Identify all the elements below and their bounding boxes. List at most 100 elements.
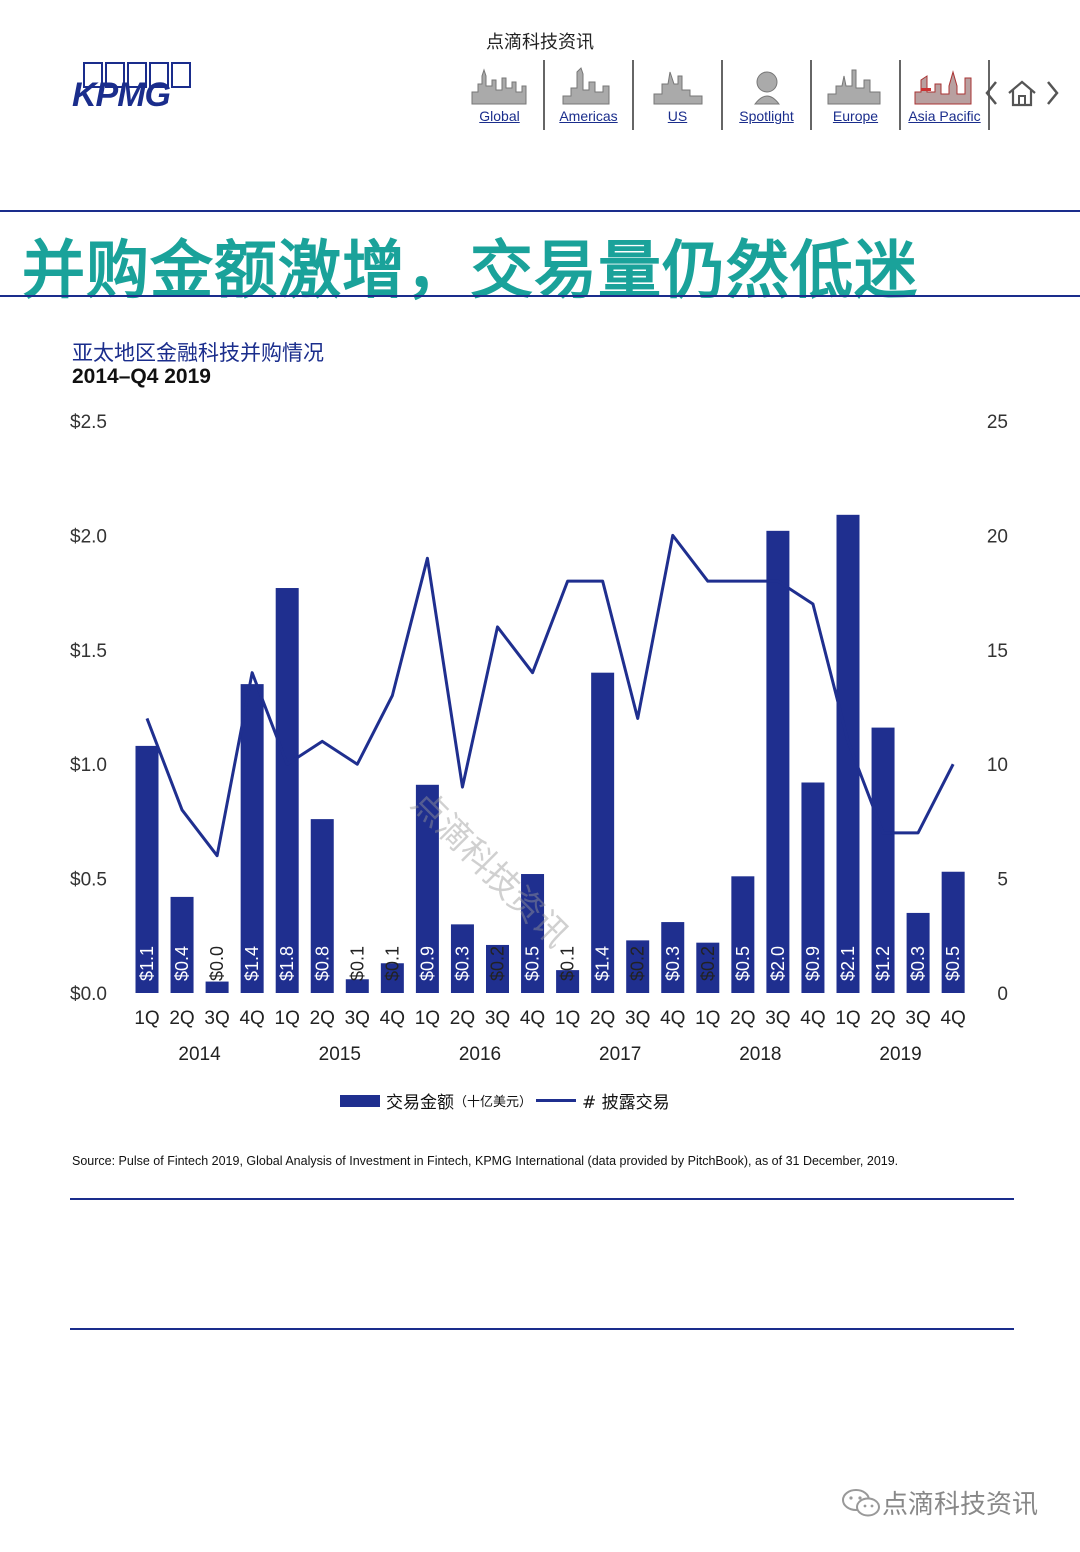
bar-deal-value	[415, 784, 439, 993]
bar-deal-value	[486, 944, 509, 993]
nav-europe-label[interactable]: Europe	[832, 108, 879, 124]
top-watermark: 点滴科技资讯	[486, 32, 594, 53]
x-quarter-label: 1Q	[275, 1008, 300, 1029]
source-note: Source: Pulse of Fintech 2019, Global An…	[72, 1154, 899, 1168]
nav-asia-pacific-label[interactable]: Asia Pacific	[908, 108, 981, 124]
home-icon[interactable]	[1006, 78, 1038, 108]
footer-watermark-text: 点滴科技资讯	[882, 1490, 1039, 1520]
x-quarter-label: 4Q	[800, 1008, 825, 1029]
x-quarter-label: 4Q	[380, 1008, 405, 1029]
bar-data-label: $0.1	[382, 946, 402, 981]
skyline-americas-icon	[562, 67, 609, 105]
bar-deal-value	[696, 942, 720, 993]
bar-data-label: $0.0	[207, 946, 227, 981]
x-quarter-label: 2Q	[310, 1008, 335, 1029]
nav-asia-pacific[interactable]: Asia Pacific	[901, 60, 990, 130]
bar-deal-value	[450, 924, 474, 993]
bar-data-label: $0.1	[347, 946, 367, 981]
legend-bar-unit: （十亿美元）	[454, 1095, 533, 1110]
bar-data-label: $0.5	[733, 946, 753, 981]
x-quarter-label: 4Q	[660, 1008, 685, 1029]
x-quarter-label: 4Q	[520, 1008, 545, 1029]
headline-bottom-rule	[0, 295, 1080, 297]
y-right-tick-label: 5	[997, 870, 1008, 891]
bar-data-label: $0.3	[452, 946, 472, 981]
x-quarter-label: 1Q	[835, 1008, 860, 1029]
x-year-label: 2014	[178, 1044, 221, 1065]
bar-deal-value	[626, 940, 650, 993]
x-quarter-label: 2Q	[870, 1008, 895, 1029]
nav-spotlight-label[interactable]: Spotlight	[739, 108, 794, 124]
x-quarter-label: 2Q	[730, 1008, 755, 1029]
nav-spotlight[interactable]: Spotlight	[723, 60, 812, 130]
y-left-tick-label: $1.0	[70, 755, 107, 776]
chevron-right-icon[interactable]	[1042, 78, 1062, 108]
x-quarter-label: 3Q	[485, 1008, 510, 1029]
bar-data-label: $1.4	[242, 946, 262, 981]
x-quarter-label: 1Q	[555, 1008, 580, 1029]
page-controls	[982, 78, 1062, 108]
x-quarter-label: 3Q	[765, 1008, 790, 1029]
y-right-tick-label: 25	[987, 412, 1008, 433]
legend-bar-swatch	[340, 1094, 380, 1107]
bar-deal-value	[731, 876, 755, 993]
x-year-label: 2019	[879, 1044, 921, 1065]
bar-data-label: $2.0	[768, 946, 788, 981]
bar-deal-value	[941, 871, 965, 993]
bar-deal-value	[310, 819, 334, 993]
x-year-label: 2017	[599, 1044, 641, 1065]
x-quarter-label: 1Q	[134, 1008, 159, 1029]
bar-data-label: $0.5	[943, 946, 963, 981]
ma-combo-chart: $0.0 $0.5 $1.0 $1.5 $2.0 $2.5 0 5 10 15 20 25 $1.1 $0…	[70, 412, 1008, 1065]
chart-legend: 交易金额 （十亿美元） # 披露交易	[340, 1088, 670, 1113]
nav-europe[interactable]: Europe	[812, 60, 901, 130]
bar-data-label: $2.1	[838, 946, 858, 981]
chart-title: 亚太地区金融科技并购情况	[72, 341, 324, 365]
bar-deal-value	[240, 684, 264, 993]
bar-deal-value	[836, 514, 860, 993]
bar-deal-value	[906, 912, 930, 993]
bar-deal-value	[275, 588, 299, 993]
legend-bar-label: 交易金额	[386, 1093, 454, 1113]
bar-deal-value	[521, 874, 545, 993]
y-left-tick-label: $2.5	[70, 412, 107, 433]
bar-data-label: $1.1	[137, 946, 157, 981]
x-quarter-label: 4Q	[239, 1008, 264, 1029]
bar-deal-value	[801, 782, 825, 993]
x-quarter-label: 2Q	[169, 1008, 194, 1029]
x-quarter-label: 2Q	[590, 1008, 615, 1029]
bar-data-label: $0.8	[312, 946, 332, 981]
bar-deal-value	[170, 896, 194, 993]
nav-us[interactable]: US	[634, 60, 723, 130]
wechat-icon	[842, 1488, 880, 1516]
y-right-tick-label: 15	[987, 641, 1008, 662]
skyline-global-icon	[471, 68, 526, 105]
nav-us-label[interactable]: US	[667, 108, 688, 124]
bar-deal-value	[205, 981, 229, 993]
bar-data-label: $0.5	[523, 946, 543, 981]
x-year-label: 2018	[739, 1044, 781, 1065]
chevron-left-icon[interactable]	[982, 78, 1002, 108]
bar-data-label: $1.8	[277, 946, 297, 981]
bar-data-label: $0.9	[417, 946, 437, 981]
bar-deal-value	[661, 922, 685, 993]
bar-deal-value	[380, 963, 404, 993]
x-quarter-label: 2Q	[450, 1008, 475, 1029]
bar-data-label: $0.1	[558, 946, 578, 981]
headline-top-rule	[0, 210, 1080, 212]
spotlight-bust-icon	[753, 71, 780, 105]
chart-subtitle: 2014–Q4 2019	[72, 365, 211, 388]
logo-text: KPMG	[72, 76, 171, 114]
nav-americas[interactable]: Americas	[545, 60, 634, 130]
nav-global[interactable]: Global	[456, 60, 545, 130]
nav-global-label[interactable]: Global	[479, 108, 520, 124]
y-right-tick-label: 10	[987, 755, 1008, 776]
bar-deal-value	[591, 672, 615, 993]
bar-deal-value	[345, 979, 369, 993]
legend-line-label: # 披露交易	[582, 1093, 670, 1113]
x-quarter-label: 3Q	[204, 1008, 229, 1029]
nav-americas-label[interactable]: Americas	[559, 108, 618, 124]
y-right-tick-label: 20	[987, 526, 1008, 547]
separator-rule-2	[70, 1328, 1014, 1330]
bar-data-label: $0.2	[628, 946, 648, 981]
